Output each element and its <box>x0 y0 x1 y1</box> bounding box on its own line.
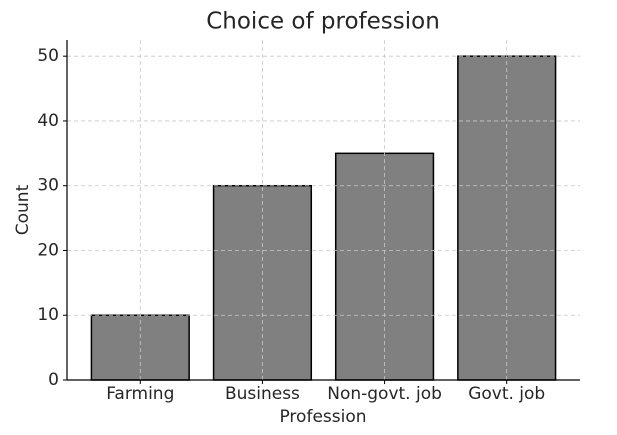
y-tick-label: 50 <box>37 46 59 66</box>
y-tick-label: 40 <box>37 111 59 131</box>
y-tick-label: 30 <box>37 176 59 196</box>
x-tick-label: Govt. job <box>468 384 545 404</box>
y-tick-label: 10 <box>37 305 59 325</box>
chart-title: Choice of profession <box>206 9 440 35</box>
y-tick-label: 0 <box>48 370 59 390</box>
x-axis-label: Profession <box>279 407 366 427</box>
x-tick-label: Non-govt. job <box>327 384 442 404</box>
x-tick-label: Business <box>225 384 300 404</box>
y-axis-label: Count <box>13 184 33 235</box>
y-tick-label: 20 <box>37 240 59 260</box>
x-tick-label: Farming <box>106 384 174 404</box>
